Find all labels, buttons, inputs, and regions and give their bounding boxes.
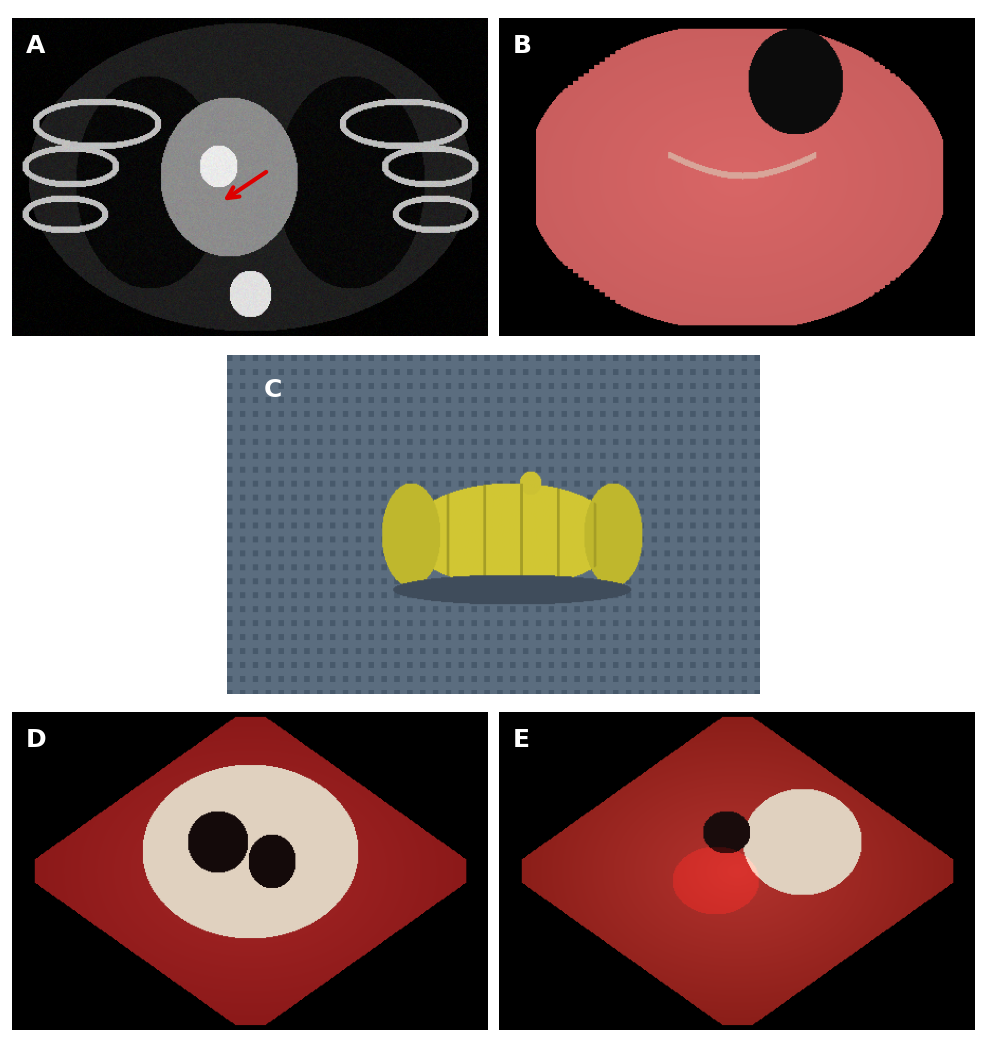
Text: C: C	[264, 379, 282, 403]
Text: A: A	[26, 33, 45, 57]
Text: B: B	[513, 33, 532, 57]
Text: D: D	[26, 728, 46, 752]
Text: E: E	[513, 728, 530, 752]
